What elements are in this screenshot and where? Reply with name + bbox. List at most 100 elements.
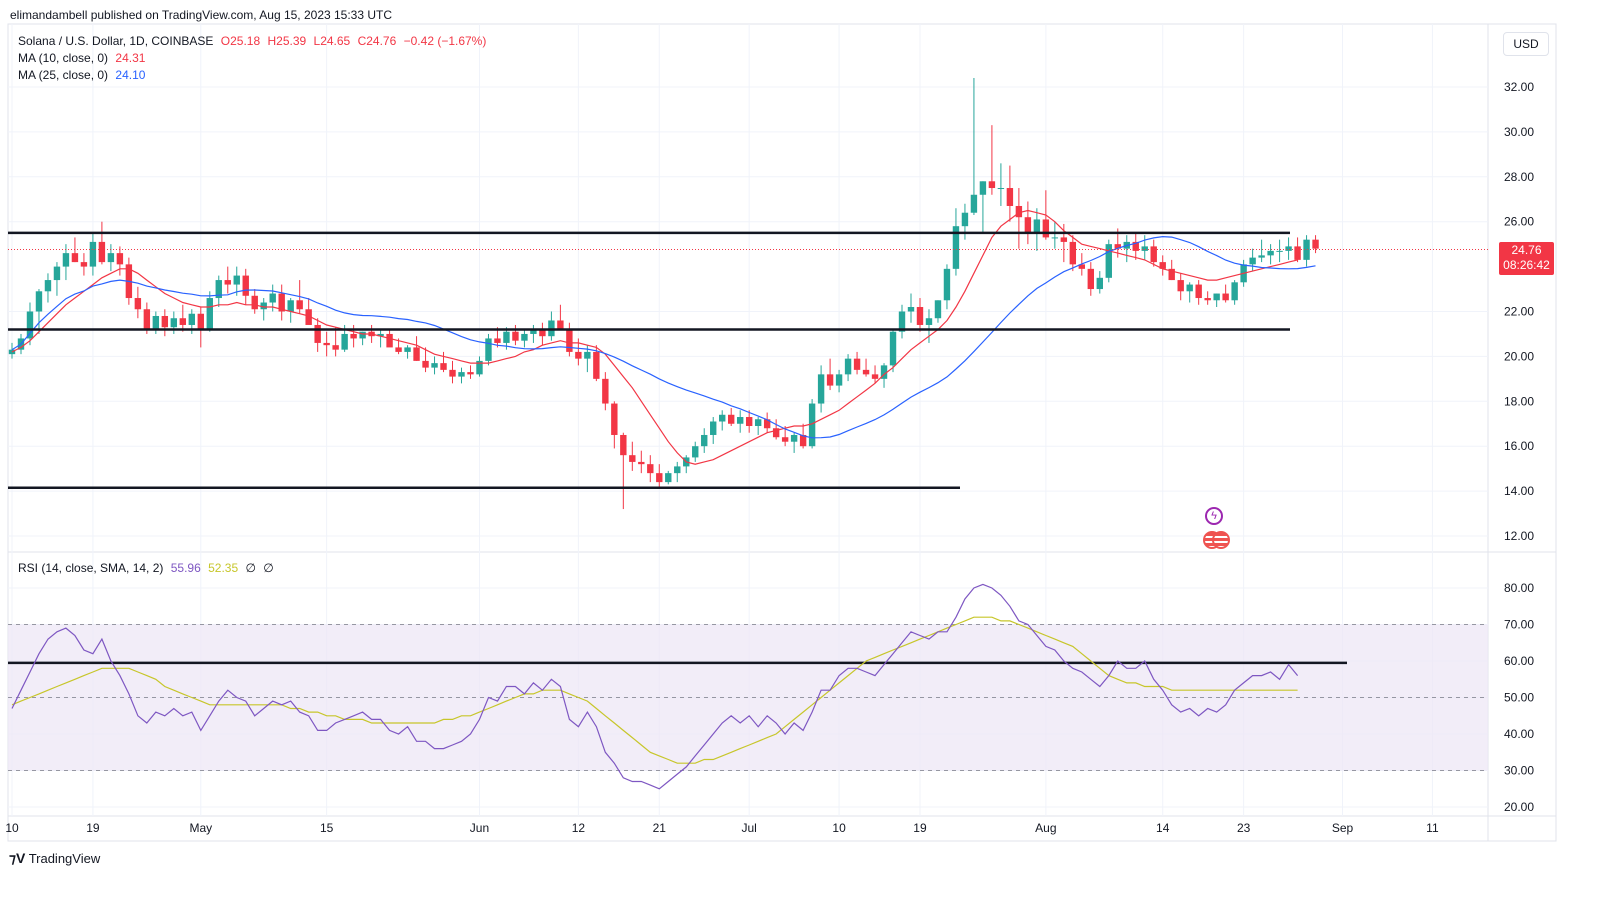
candle-body: [889, 331, 897, 366]
currency-button[interactable]: USD: [1503, 32, 1549, 56]
candle: [835, 369, 843, 393]
candle: [961, 203, 969, 240]
candle-body: [817, 374, 825, 404]
price-tick-label: 28.00: [1504, 170, 1534, 184]
candle: [1150, 239, 1157, 267]
candle-body: [772, 428, 780, 438]
us-flag-event-icon[interactable]: [1212, 531, 1230, 549]
price-tick-label: 22.00: [1504, 305, 1534, 319]
candle-body: [431, 363, 438, 368]
candle-body: [35, 291, 43, 312]
candle-body: [89, 241, 97, 267]
candle-body: [934, 300, 942, 319]
candle-body: [880, 365, 888, 379]
candle: [736, 410, 744, 433]
candle: [1051, 221, 1059, 249]
rsi-value: 55.96: [170, 561, 201, 575]
candle-body: [1024, 217, 1032, 233]
x-tick-label: 15: [320, 821, 334, 835]
candle: [1222, 284, 1229, 303]
candle: [224, 266, 231, 294]
candle: [656, 464, 663, 487]
price-tick-label: 14.00: [1504, 484, 1534, 498]
candle: [431, 356, 438, 375]
candle-body: [1132, 241, 1139, 251]
candle: [287, 298, 294, 323]
candle-body: [503, 331, 510, 343]
candle: [1123, 235, 1130, 263]
candle-body: [1249, 257, 1256, 265]
candle: [242, 268, 249, 305]
rsi-tick-label: 70.00: [1504, 618, 1534, 632]
candle-body: [485, 338, 492, 361]
candle-body: [871, 374, 879, 379]
ma25-label: MA (25, close, 0): [18, 68, 109, 82]
candle: [1276, 239, 1283, 263]
x-tick-label: 19: [86, 821, 100, 835]
rsi-extra-1: ∅: [245, 561, 256, 575]
candle-body: [44, 280, 52, 292]
x-tick-label: 10: [5, 821, 19, 835]
candle-body: [179, 318, 187, 325]
candle: [440, 351, 447, 373]
candle-body: [1159, 262, 1166, 269]
candle: [476, 356, 483, 377]
candle-body: [602, 378, 609, 404]
lightning-event-icon[interactable]: ϟ: [1205, 507, 1223, 525]
candle-body: [323, 342, 330, 346]
tradingview-logo[interactable]: ⁊V TradingView: [9, 850, 100, 867]
ma10-label: MA (10, close, 0): [18, 51, 109, 65]
candle-body: [107, 253, 115, 263]
candle: [790, 432, 798, 453]
x-tick-label: Jul: [742, 821, 757, 835]
candle: [278, 284, 285, 321]
candle: [1141, 235, 1148, 260]
ma25-legend[interactable]: MA (25, close, 0) 24.10: [18, 68, 149, 82]
candle-body: [701, 434, 708, 447]
candle-body: [1150, 246, 1157, 263]
candle-body: [98, 241, 106, 263]
candle-body: [233, 275, 240, 285]
candle-body: [1267, 250, 1274, 256]
candle-body: [961, 212, 969, 227]
candle: [745, 410, 753, 433]
candle: [458, 367, 465, 384]
candle-body: [1087, 268, 1094, 290]
candle-body: [907, 307, 915, 312]
candle: [179, 304, 187, 332]
price-tick-label: 18.00: [1504, 394, 1534, 408]
candle-body: [305, 309, 312, 325]
candle-body: [943, 268, 951, 301]
candle-body: [997, 188, 1005, 190]
candle-body: [754, 419, 762, 426]
candle: [323, 331, 330, 357]
ma10-legend[interactable]: MA (10, close, 0) 24.31: [18, 51, 149, 65]
candle-body: [620, 434, 627, 456]
candle: [314, 318, 321, 352]
candle-body: [1042, 219, 1050, 238]
ma25-value: 24.10: [115, 68, 146, 82]
candle-body: [458, 372, 465, 377]
candle: [925, 309, 933, 343]
candle-body: [188, 313, 195, 325]
publisher-line: elimandambell published on TradingView.c…: [10, 8, 393, 22]
rsi-legend[interactable]: RSI (14, close, SMA, 14, 2) 55.96 52.35 …: [18, 561, 278, 575]
candle-body: [1060, 237, 1068, 242]
candle-body: [404, 347, 411, 352]
candle-body: [584, 351, 591, 359]
candle: [53, 262, 61, 296]
candle: [1195, 280, 1202, 305]
candle-body: [853, 358, 861, 370]
candle: [1294, 237, 1301, 263]
candle: [467, 365, 474, 379]
candle-body: [1276, 250, 1283, 252]
candle: [620, 432, 627, 510]
candle-body: [979, 181, 987, 195]
candle-body: [1222, 293, 1229, 301]
candle: [260, 298, 267, 321]
candle: [161, 309, 169, 337]
tv-logo-icon: ⁊V: [9, 850, 26, 866]
x-tick-label: 14: [1156, 821, 1170, 835]
candle-body: [728, 414, 735, 424]
